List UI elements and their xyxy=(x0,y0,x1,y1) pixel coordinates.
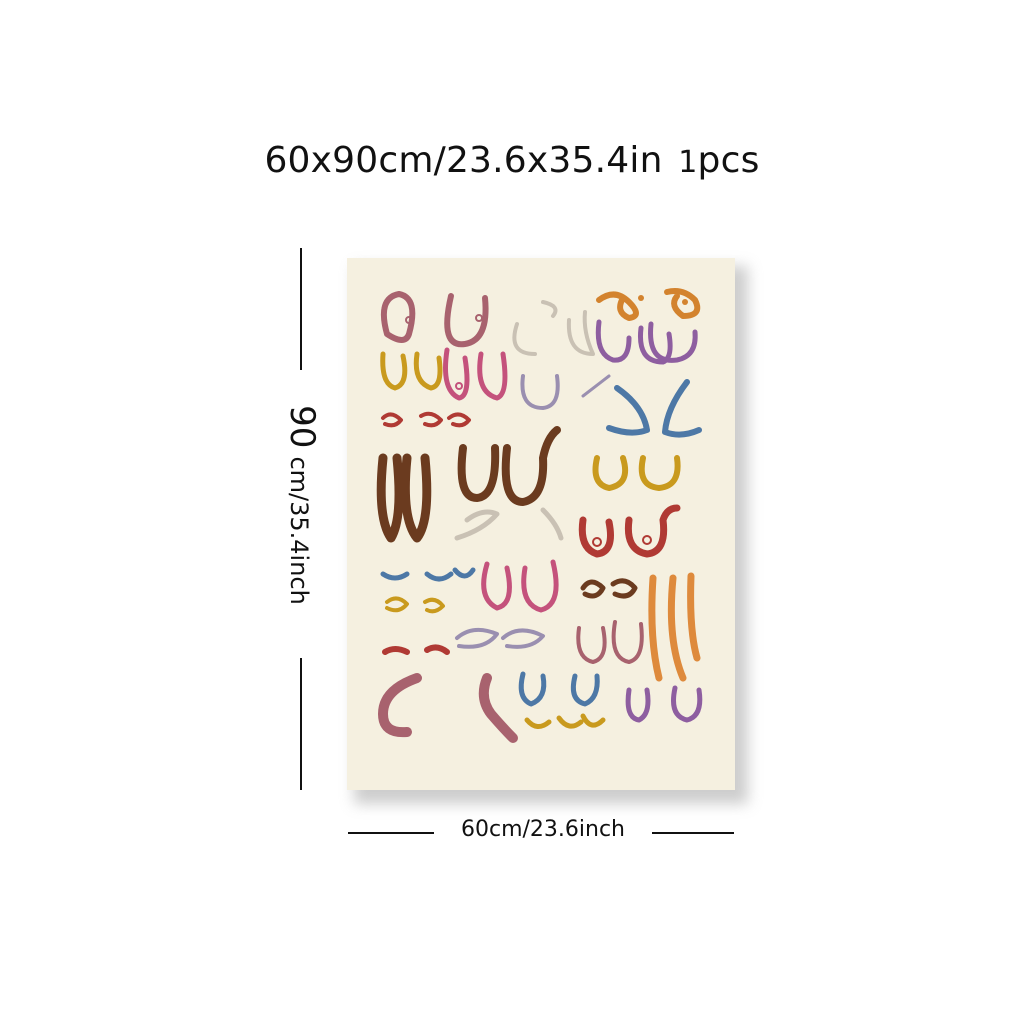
height-dimension-line-top xyxy=(300,248,302,370)
canvas-print xyxy=(347,258,735,790)
quantity-number: 1 xyxy=(678,145,697,180)
height-dimension-line-bottom xyxy=(300,658,302,790)
artwork-pattern xyxy=(347,258,735,790)
height-number: 90 xyxy=(282,405,322,448)
height-unit: cm/35.4inch xyxy=(285,456,313,604)
quantity-unit: pcs xyxy=(698,140,760,181)
width-dimension-line-right xyxy=(652,832,734,834)
width-dimension-line-left xyxy=(348,832,434,834)
height-label: 90 cm/35.4inch xyxy=(282,405,322,605)
size-title: 60x90cm/23.6x35.4in 1pcs xyxy=(0,140,1024,181)
width-label: 60cm/23.6inch xyxy=(440,817,646,842)
size-title-text: 60x90cm/23.6x35.4in xyxy=(264,140,662,181)
